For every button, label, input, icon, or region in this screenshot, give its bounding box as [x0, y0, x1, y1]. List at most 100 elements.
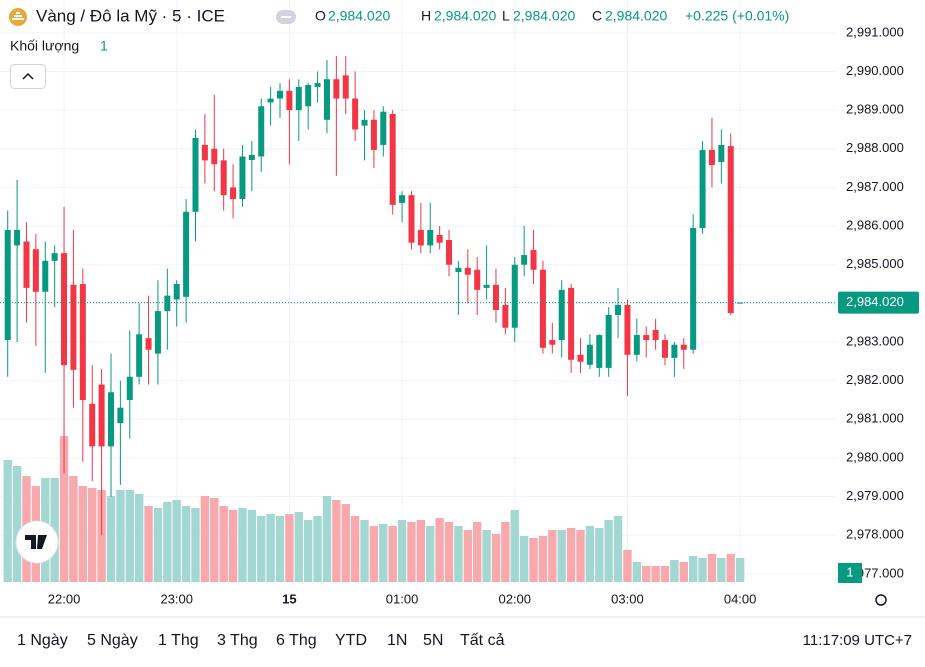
- volume-bar: [153, 508, 163, 582]
- ohlc-value: 2,984.020: [434, 8, 496, 24]
- volume-bar: [341, 504, 350, 582]
- last-price-tag: [838, 291, 919, 314]
- candle-body: [436, 234, 443, 243]
- x-tick-label: 23:00: [160, 591, 193, 606]
- candle-body: [89, 403, 96, 447]
- volume-bar: [632, 562, 642, 582]
- volume-bar: [651, 566, 660, 582]
- logo[interactable]: [15, 520, 59, 564]
- candle-body: [305, 85, 312, 107]
- candle-body: [530, 250, 537, 270]
- range-button[interactable]: 3 Thg: [217, 632, 258, 649]
- candle-body: [239, 156, 246, 200]
- volume-bar: [501, 522, 510, 582]
- range-button[interactable]: 1 Thg: [158, 632, 199, 649]
- volume-bar: [144, 506, 153, 582]
- candle-body: [464, 267, 471, 275]
- candle-body: [79, 284, 86, 400]
- ohlc-key: L: [502, 8, 510, 24]
- candle-body: [446, 239, 453, 265]
- last-volume-label: 1: [846, 564, 853, 579]
- range-button[interactable]: 1 Ngày: [17, 632, 68, 649]
- volume-bar: [69, 476, 78, 582]
- volume-bar: [116, 490, 125, 582]
- y-tick-label: 2,983.000: [846, 333, 904, 348]
- volume-bar: [426, 526, 435, 582]
- range-button[interactable]: 1N: [387, 632, 407, 649]
- x-tick-label: 03:00: [611, 591, 644, 606]
- volume-bar: [679, 562, 688, 582]
- candle-body: [521, 255, 528, 265]
- volume-bar: [642, 566, 651, 582]
- volume-bar: [482, 530, 491, 582]
- volume-bar: [191, 508, 200, 582]
- volume-bar: [88, 488, 97, 582]
- candle-body: [615, 304, 622, 315]
- candle-body: [220, 160, 227, 196]
- volume-title[interactable]: Khối lượng: [10, 38, 79, 54]
- volume-bar: [266, 514, 275, 582]
- volume-bar: [604, 520, 613, 582]
- candle-body: [586, 344, 593, 365]
- volume-bar: [163, 502, 172, 582]
- candle-body: [727, 146, 734, 314]
- candle-body: [708, 149, 715, 166]
- volume-bar: [294, 512, 303, 582]
- ohlc-value: 2,984.020: [328, 8, 390, 24]
- candle-body: [427, 229, 434, 246]
- volume-bar: [379, 524, 388, 582]
- x-tick-label: 04:00: [724, 591, 757, 606]
- logo-mark: [25, 535, 47, 549]
- volume-bar: [200, 496, 210, 582]
- y-tick-label: 2,988.000: [846, 140, 904, 155]
- candle-body: [333, 79, 340, 99]
- symbol-icon-bars: [12, 12, 24, 20]
- candle-body: [314, 83, 321, 87]
- symbol-title[interactable]: Vàng / Đô la Mỹ · 5 · ICE: [36, 6, 225, 25]
- candle-body: [718, 144, 725, 162]
- x-tick-label: 02:00: [498, 591, 531, 606]
- collapse-button[interactable]: [10, 64, 46, 89]
- candle-body: [633, 335, 640, 355]
- y-tick-label: 2,982.000: [846, 372, 904, 387]
- volume-bar: [3, 460, 12, 582]
- y-tick-label: 2,978.000: [846, 527, 904, 542]
- volume-bar: [519, 536, 529, 582]
- candle-body: [98, 384, 105, 447]
- candle-body: [42, 260, 49, 292]
- candle-body: [211, 148, 218, 165]
- volume-bar: [726, 554, 735, 582]
- y-tick-label: 2,981.000: [846, 411, 904, 426]
- x-tick-label: 22:00: [48, 591, 81, 606]
- ohlc-value: 2,984.020: [605, 8, 667, 24]
- range-button[interactable]: 6 Thg: [276, 632, 317, 649]
- volume-bar: [491, 534, 501, 582]
- volume-bar: [125, 490, 134, 582]
- grid: [0, 0, 835, 582]
- settings-icon[interactable]: [875, 594, 887, 606]
- status-pill-dash: [281, 16, 291, 18]
- volume-bar: [313, 516, 322, 582]
- candle-body: [164, 295, 171, 312]
- range-button[interactable]: Tất cả: [460, 632, 505, 649]
- range-button[interactable]: YTD: [335, 632, 367, 649]
- candle-body: [51, 253, 58, 261]
- volume-bar: [735, 558, 745, 582]
- candle-body: [699, 149, 706, 229]
- ohlc-key: H: [421, 8, 431, 24]
- axes: 2,977.0002,978.0002,979.0002,980.0002,98…: [0, 24, 919, 606]
- volume-bar: [303, 520, 313, 582]
- volume-bar: [529, 538, 538, 582]
- candle-body: [145, 338, 152, 350]
- volume-bar: [407, 522, 416, 582]
- price-change: +0.225 (+0.01%): [685, 8, 789, 24]
- volume-bar: [463, 530, 473, 582]
- last-volume-tag: [838, 563, 862, 583]
- volume-bar: [707, 554, 717, 582]
- candle-body: [511, 264, 518, 328]
- volume-bar: [285, 514, 294, 582]
- ohlc-key: C: [592, 8, 602, 24]
- range-button[interactable]: 5 Ngày: [87, 632, 138, 649]
- volume-bar: [12, 466, 22, 582]
- range-button[interactable]: 5N: [423, 632, 443, 649]
